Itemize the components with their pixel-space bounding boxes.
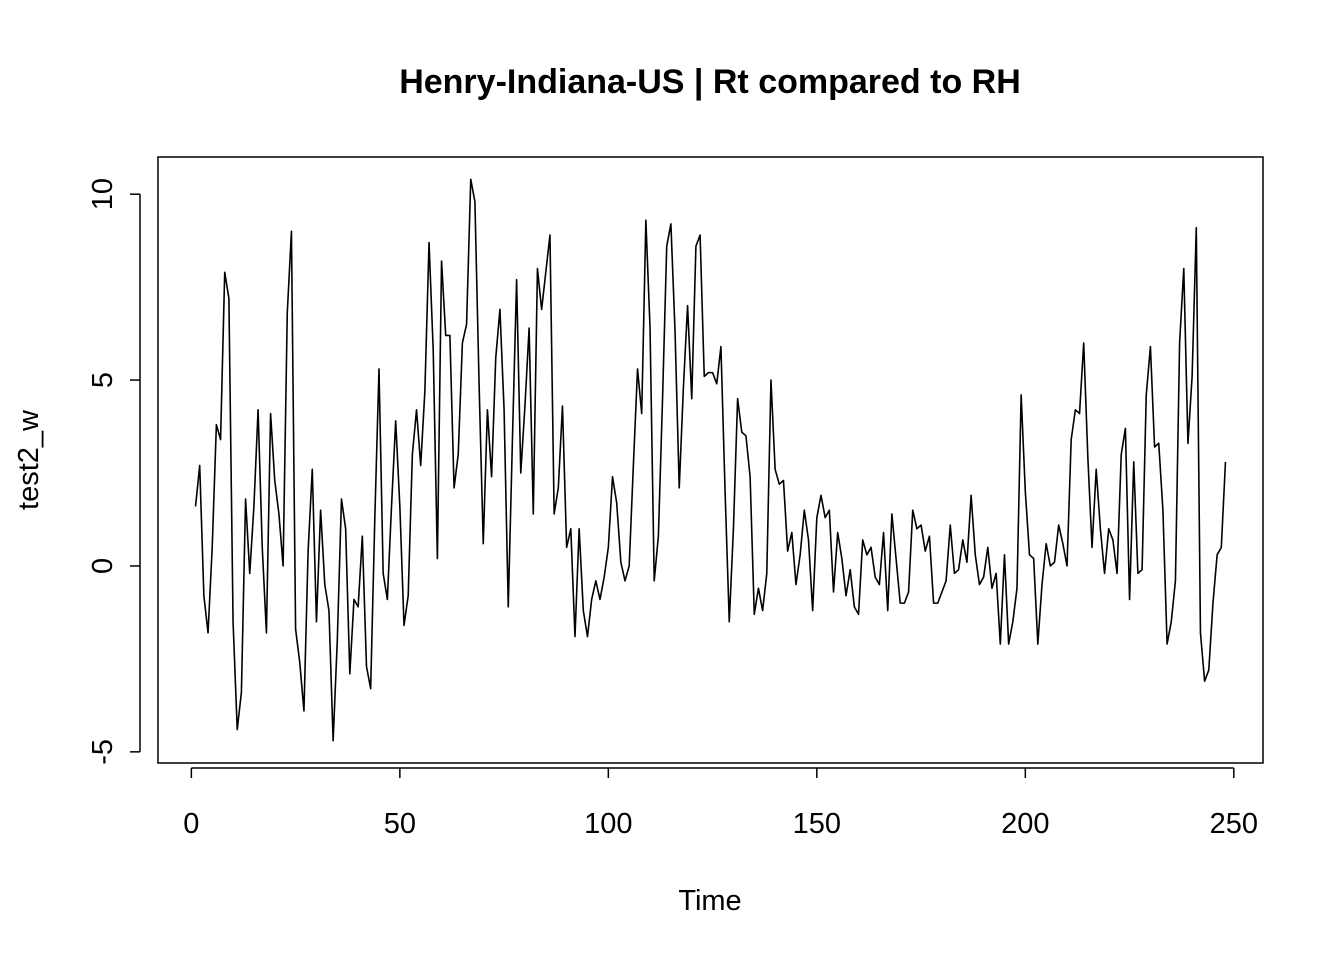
y-axis-label: test2_w bbox=[13, 409, 45, 510]
y-tick-label: 5 bbox=[87, 372, 119, 388]
series-line bbox=[194, 178, 1227, 742]
chart-title: Henry-Indiana-US | Rt compared to RH bbox=[399, 63, 1021, 101]
y-axis: -5 0 5 10 bbox=[87, 178, 141, 765]
x-axis-label: Time bbox=[678, 885, 741, 917]
y-tick-label: -5 bbox=[87, 739, 119, 765]
y-tick-label: 10 bbox=[87, 178, 119, 210]
x-tick-label: 100 bbox=[584, 808, 632, 840]
x-tick-label: 50 bbox=[384, 808, 416, 840]
x-tick-label: 0 bbox=[183, 808, 199, 840]
plot-frame bbox=[157, 156, 1264, 764]
x-tick-label: 200 bbox=[1001, 808, 1049, 840]
x-axis: 0 50 100 150 200 250 bbox=[183, 767, 1258, 840]
y-tick-label: 0 bbox=[87, 558, 119, 574]
x-tick-label: 150 bbox=[793, 808, 841, 840]
x-tick-label: 250 bbox=[1210, 808, 1258, 840]
